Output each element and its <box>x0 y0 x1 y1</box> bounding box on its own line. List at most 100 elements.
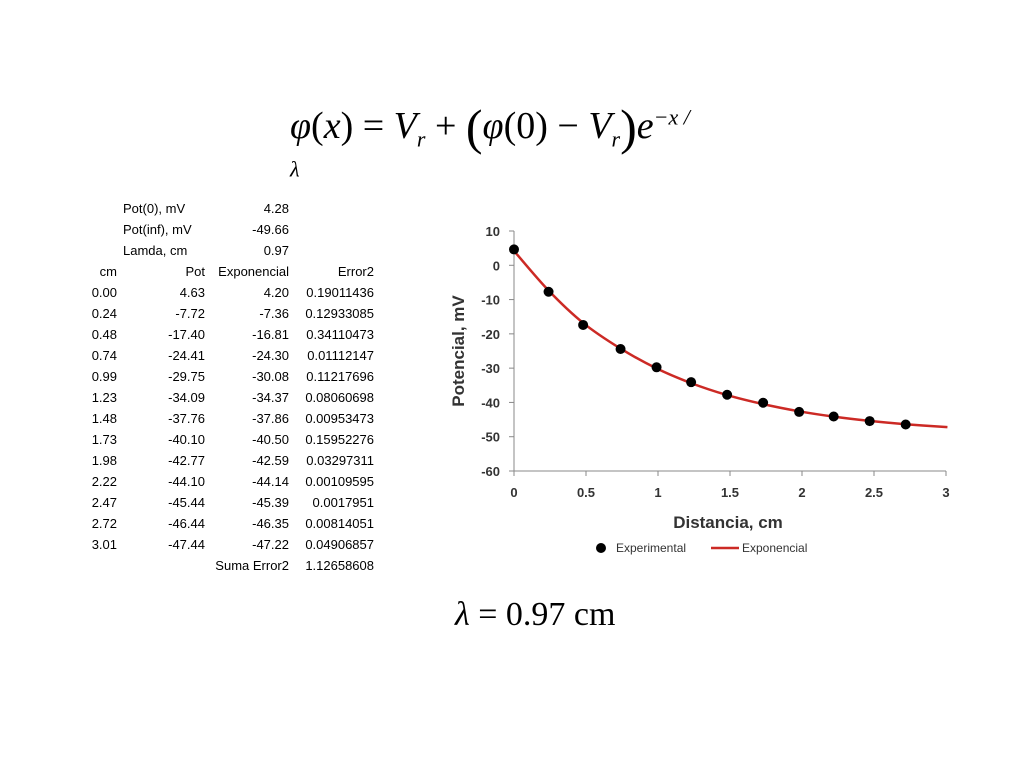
table-cell: -47.22 <box>252 537 289 552</box>
table-cell: 0.19011436 <box>306 285 374 300</box>
table-cell: -29.75 <box>168 369 205 384</box>
header-exponencial: Exponencial <box>218 264 289 279</box>
table-cell: -37.76 <box>168 411 205 426</box>
experimental-point <box>686 377 697 388</box>
experimental-point <box>722 389 733 400</box>
table-cell: -24.30 <box>252 348 289 363</box>
y-tick-label: -10 <box>481 293 500 308</box>
table-cell: 0.15952276 <box>305 432 374 447</box>
formula-r: r <box>416 126 426 152</box>
exponencial-line <box>513 250 948 429</box>
sum-value: 1.12658608 <box>305 558 374 573</box>
header-pot: Pot <box>185 264 205 279</box>
table-cell: -37.86 <box>252 411 289 426</box>
table-cell: 1.73 <box>91 432 117 447</box>
x-tick-label: 3 <box>942 485 949 500</box>
table-cell: 0.48 <box>91 327 117 342</box>
table-cell: -17.40 <box>168 327 205 342</box>
sum-label: Suma Error2 <box>215 558 289 573</box>
table-cell: 2.72 <box>91 516 117 531</box>
legend-exponencial-label: Exponencial <box>742 541 807 555</box>
x-tick-label: 2 <box>798 485 805 500</box>
legend-experimental-label: Experimental <box>616 541 686 555</box>
table-cell: 3.01 <box>91 537 117 552</box>
formula-e: e <box>636 105 654 147</box>
formula-v: V <box>393 105 417 147</box>
table-cell: 4.63 <box>179 285 205 300</box>
table-cell: 0.01112147 <box>307 348 374 363</box>
lambda-value-text: = 0.97 cm <box>469 596 616 633</box>
table-cell: 0.03297311 <box>306 453 374 468</box>
y-tick-label: -40 <box>481 395 500 410</box>
table-cell: -42.77 <box>168 453 205 468</box>
param-pot0-label: Pot(0), mV <box>123 201 186 216</box>
table-cell: -7.36 <box>259 306 289 321</box>
table-cell: 0.08060698 <box>305 390 374 405</box>
table-cell: 2.22 <box>91 474 117 489</box>
experimental-point <box>864 416 875 427</box>
experimental-point <box>509 244 519 255</box>
experimental-point <box>900 419 911 430</box>
table-cell: 1.48 <box>91 411 117 426</box>
table-cell: -40.50 <box>252 432 289 447</box>
lambda-result: λ = 0.97 cm <box>455 596 615 634</box>
param-lamda-label: Lamda, cm <box>123 243 188 258</box>
header-cm: cm <box>99 264 117 279</box>
formula-v-2: V <box>588 105 612 147</box>
table-cell: -34.09 <box>168 390 205 405</box>
experimental-point <box>828 411 839 422</box>
experimental-point <box>615 343 626 354</box>
table-cell: 0.74 <box>91 348 117 363</box>
param-lamda-value: 0.97 <box>263 243 289 258</box>
y-tick-label: -30 <box>481 361 500 376</box>
table-cell: -44.10 <box>168 474 205 489</box>
lambda-symbol: λ <box>455 596 470 633</box>
table-cell: 0.99 <box>91 369 117 384</box>
table-cell: -34.37 <box>252 390 289 405</box>
table-cell: -7.72 <box>175 306 205 321</box>
experimental-point <box>543 286 554 297</box>
table-cell: 0.11217696 <box>306 369 374 384</box>
formula-zero: 0 <box>516 105 536 147</box>
chart-legend: Experimental Exponencial <box>596 541 807 555</box>
table-cell: -45.44 <box>168 495 205 510</box>
table-cell: 0.00814051 <box>305 516 374 531</box>
table-cell: 0.04906857 <box>305 537 374 552</box>
experimental-point <box>758 397 769 408</box>
table-cell: 0.34110473 <box>306 327 374 342</box>
param-potinf-value: -49.66 <box>252 222 289 237</box>
table-cell: 1.23 <box>91 390 117 405</box>
x-axis-label: Distancia, cm <box>673 513 783 532</box>
table-cell: -42.59 <box>252 453 289 468</box>
formula-x: x <box>323 105 341 147</box>
y-tick-label: 10 <box>486 224 500 239</box>
y-axis-label: Potencial, mV <box>449 295 468 407</box>
cable-equation-formula: φ(x) = Vr + (φ(0) − Vr)e−x / λ <box>290 99 690 182</box>
potential-chart: 10 0 -10 -20 -30 -40 -50 -60 0 0.5 1 1.5 2 2.5 3 Dista… <box>449 224 950 555</box>
table-cell: -46.35 <box>252 516 289 531</box>
experimental-point <box>794 406 805 417</box>
param-potinf-label: Pot(inf), mV <box>123 222 192 237</box>
formula-r-2: r <box>611 126 621 152</box>
x-tick-label: 1.5 <box>721 485 739 500</box>
table-cell: 0.24 <box>91 306 117 321</box>
table-cell: 1.98 <box>91 453 117 468</box>
table-cell: -40.10 <box>168 432 205 447</box>
table-cell: -44.14 <box>252 474 289 489</box>
legend-experimental-marker <box>596 543 606 553</box>
experimental-point <box>651 362 662 373</box>
y-tick-label: -20 <box>481 327 500 342</box>
formula-phi-2: φ <box>482 105 504 147</box>
table-cell: 4.20 <box>263 285 289 300</box>
y-tick-label: 0 <box>493 258 500 273</box>
table-cell: 0.12933085 <box>305 306 374 321</box>
formula-phi: φ <box>290 105 312 147</box>
table-cell: -47.44 <box>168 537 205 552</box>
header-error2: Error2 <box>337 264 374 279</box>
table-cell: -24.41 <box>168 348 205 363</box>
table-cell: 0.00109595 <box>305 474 374 489</box>
experimental-point <box>578 319 589 330</box>
table-cell: 0.0017951 <box>312 495 374 510</box>
table-cell: -45.39 <box>252 495 289 510</box>
x-tick-label: 0.5 <box>577 485 595 500</box>
